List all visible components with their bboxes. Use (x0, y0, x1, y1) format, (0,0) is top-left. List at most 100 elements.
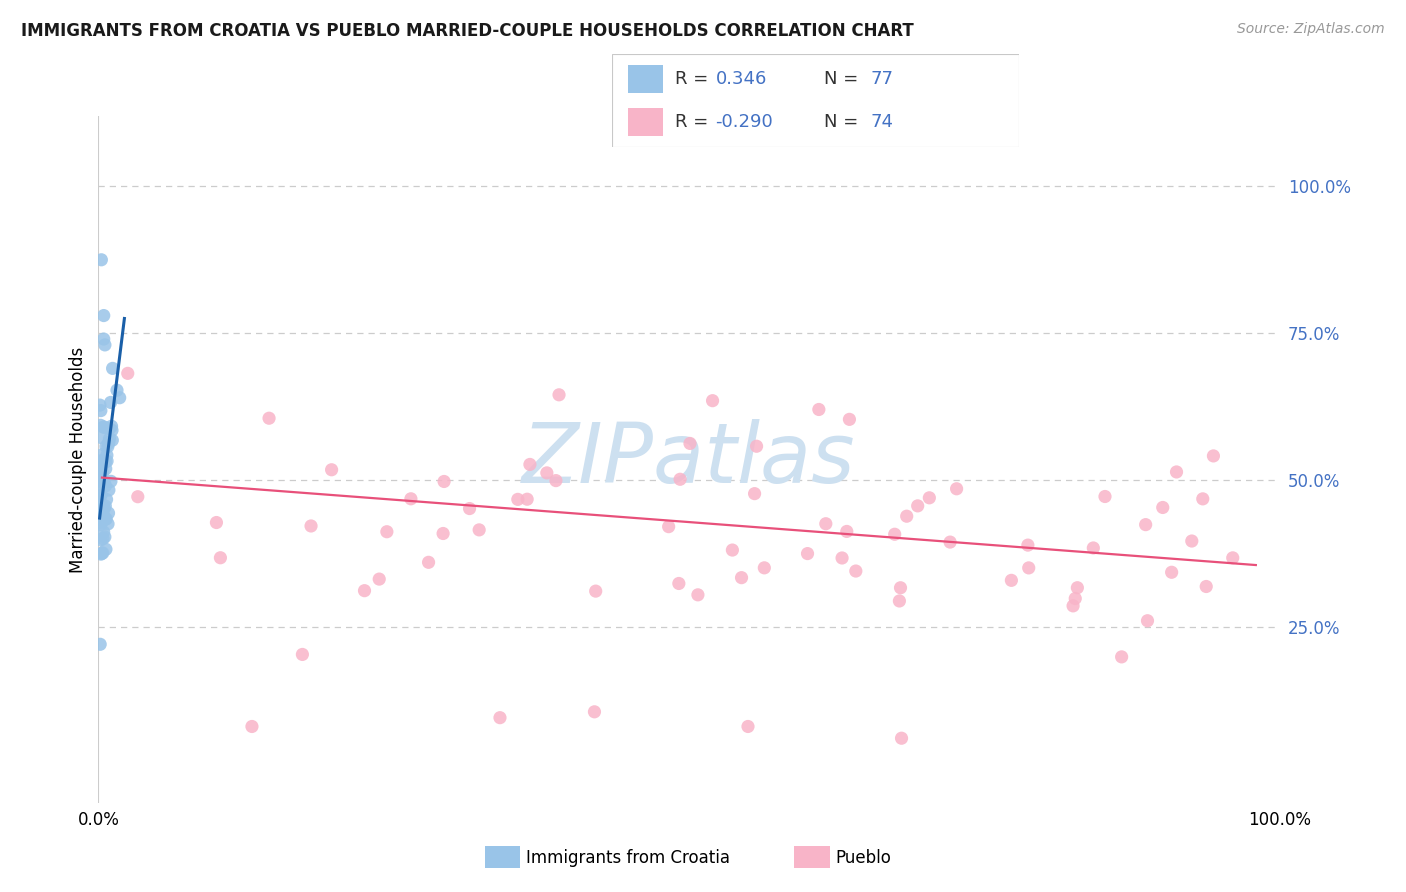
Point (90, 430, 112, 444)
Point (100, 475, 122, 489)
Text: 0.346: 0.346 (716, 70, 766, 87)
Point (1166, 465, 1188, 479)
Point (97, 436, 120, 450)
Point (96, 448, 118, 462)
Point (91, 475, 114, 490)
Point (730, 571, 752, 585)
Point (831, 551, 853, 566)
Point (90, 533, 112, 547)
Point (519, 458, 541, 472)
Point (939, 535, 962, 549)
Point (117, 367, 139, 381)
Point (1017, 538, 1039, 552)
Point (1202, 449, 1225, 463)
Point (368, 572, 391, 586)
Point (96, 454, 118, 468)
Point (91, 502, 114, 516)
Point (889, 581, 911, 595)
Point (94, 479, 117, 493)
Point (127, 490, 149, 504)
Point (1152, 500, 1174, 515)
Point (93, 453, 115, 467)
Text: ZIPatlas: ZIPatlas (522, 419, 856, 500)
Point (814, 516, 837, 531)
Point (90, 475, 112, 489)
Point (93, 420, 115, 434)
Point (90, 460, 112, 475)
Point (468, 523, 491, 537)
Point (90, 511, 112, 525)
Point (1000, 574, 1022, 588)
Point (845, 564, 868, 578)
Point (89, 470, 111, 484)
Point (544, 474, 567, 488)
Point (89, 510, 111, 524)
Point (745, 439, 768, 453)
Point (89, 491, 111, 506)
Point (90, 517, 112, 532)
Point (1222, 550, 1244, 565)
Point (89, 515, 111, 529)
Point (96, 512, 118, 526)
Point (257, 411, 280, 425)
Point (668, 576, 690, 591)
Point (1136, 614, 1159, 628)
Point (90, 499, 112, 513)
Point (796, 547, 818, 561)
Point (105, 383, 128, 397)
Point (1135, 517, 1157, 532)
Text: R =: R = (675, 70, 714, 87)
Point (669, 472, 692, 486)
Y-axis label: Married-couple Households: Married-couple Households (69, 346, 87, 573)
FancyBboxPatch shape (628, 108, 662, 136)
Point (375, 524, 398, 539)
Point (209, 550, 232, 565)
Point (91, 546, 114, 560)
Point (907, 499, 929, 513)
Point (93, 524, 115, 539)
Point (432, 526, 454, 541)
FancyBboxPatch shape (628, 65, 662, 93)
Point (93, 475, 115, 489)
Point (883, 527, 905, 541)
Point (399, 491, 422, 506)
Point (835, 524, 858, 539)
Point (945, 482, 967, 496)
Point (321, 463, 343, 477)
Point (418, 555, 440, 569)
Point (1018, 561, 1040, 575)
Point (90, 547, 112, 561)
Text: Immigrants from Croatia: Immigrants from Croatia (526, 849, 730, 867)
Point (1083, 541, 1105, 555)
Point (96, 492, 118, 507)
Point (458, 501, 481, 516)
Point (93, 309, 115, 323)
Point (89, 493, 111, 508)
Text: 74: 74 (870, 113, 894, 131)
Point (100, 395, 122, 409)
Point (433, 475, 456, 489)
Point (583, 705, 606, 719)
Point (1181, 534, 1204, 549)
Point (89, 637, 111, 651)
Point (658, 519, 681, 533)
Point (101, 434, 124, 448)
Point (90, 546, 112, 560)
Point (918, 491, 941, 505)
Text: R =: R = (675, 113, 714, 131)
Point (94, 439, 117, 453)
Point (506, 492, 529, 507)
Point (686, 588, 709, 602)
Point (98, 432, 121, 446)
Point (1160, 566, 1182, 580)
Text: Pueblo: Pueblo (835, 849, 891, 867)
Point (94, 542, 117, 557)
Text: Source: ZipAtlas.com: Source: ZipAtlas.com (1237, 22, 1385, 37)
Point (101, 423, 124, 437)
Point (93, 420, 115, 434)
Point (679, 436, 702, 450)
Point (585, 584, 607, 599)
Point (94, 455, 117, 469)
Point (89, 418, 111, 433)
Point (89, 467, 111, 481)
